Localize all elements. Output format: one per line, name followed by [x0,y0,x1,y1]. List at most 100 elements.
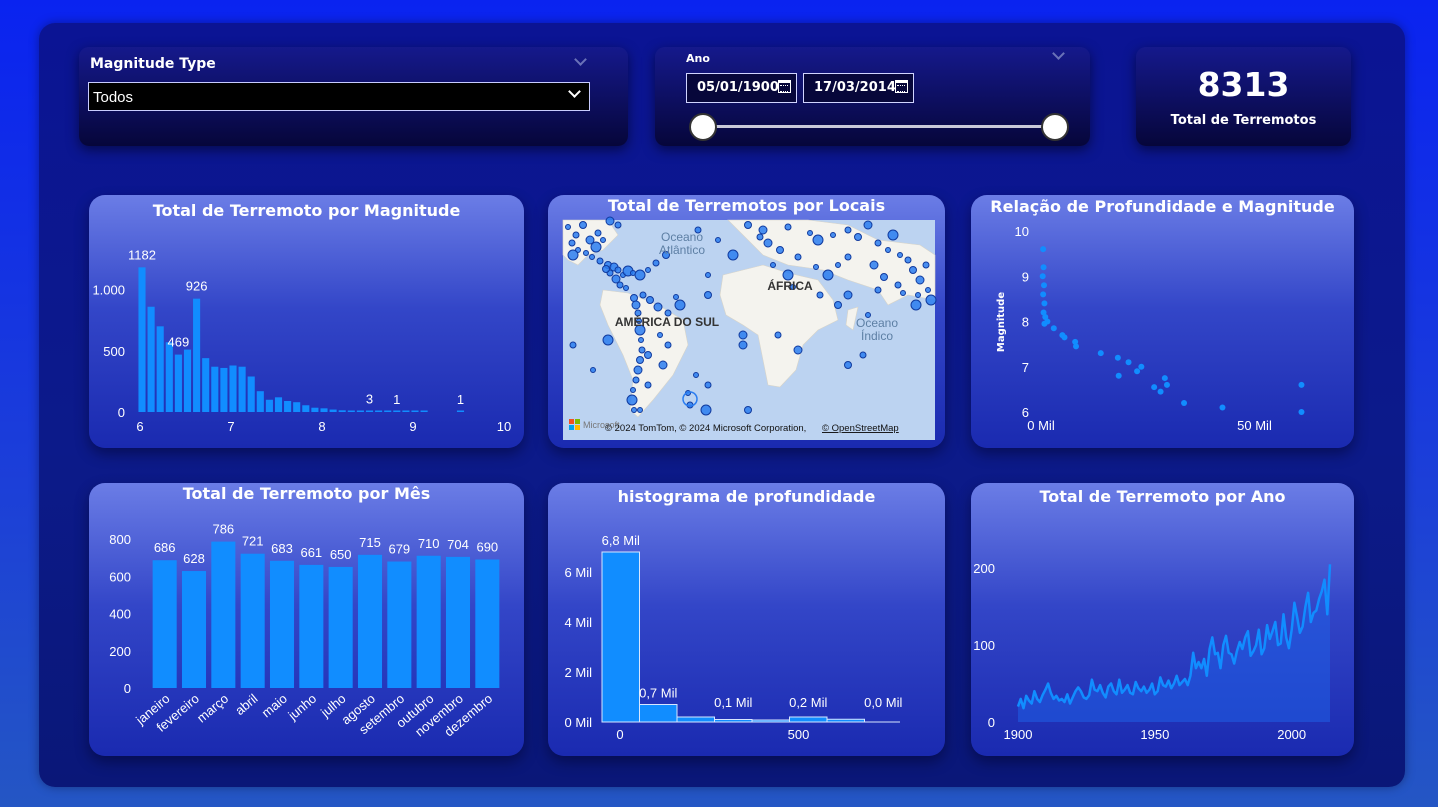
y-tick-label: 200 [973,561,995,576]
data-label: 1 [393,392,400,407]
x-tick-label: 6 [136,419,143,434]
year-area-chart: 0 100 200 1900 1950 2000 [973,561,1332,742]
earthquake-point [694,226,702,234]
magnitude-chart-card: Total de Terremoto por Magnitude 1182 469… [89,195,524,448]
earthquake-point [774,331,782,339]
earthquake-point [644,351,652,359]
earthquake-point [682,391,698,407]
data-label: 469 [168,335,190,350]
map-label-atlantic: Atlântico [659,243,705,257]
earthquake-point [565,224,571,230]
earthquake-point [600,237,606,243]
earthquake-point [673,294,679,300]
month-bar [387,561,412,688]
earthquake-point [874,286,882,294]
data-label: 679 [388,542,410,557]
earthquake-point [630,387,636,393]
range-slider-track[interactable] [703,125,1055,128]
scatter-point [1181,399,1188,406]
month-bar [269,560,295,688]
data-label: 1182 [128,247,156,262]
scatter-chart-card: Relação de Profundidade e Magnitude 6 7 8 9… [971,195,1354,448]
data-label: 721 [242,534,264,549]
earthquake-point [634,324,646,336]
magnitude-bar [320,408,328,412]
earthquake-point [793,345,803,355]
data-label: 650 [330,547,352,562]
data-label: 715 [359,535,381,550]
earthquake-point [634,309,642,317]
collapse-chevron-icon[interactable] [574,53,587,66]
scatter-point [1039,273,1046,280]
y-tick-label: 1.000 [92,283,125,298]
earthquake-point [611,274,621,284]
magnitude-type-slicer: Magnitude Type Todos [79,47,628,146]
y-tick-label: 100 [973,638,995,653]
earthquake-point [744,221,752,229]
data-label: 0,0 Mil [864,695,902,710]
data-label: 710 [418,536,440,551]
earthquake-point [776,246,784,254]
y-tick-label: 400 [109,607,131,622]
map-label-south-america: AMÉRICA DO SUL [615,314,719,329]
x-tick-label: 50 Mil [1237,418,1272,433]
scatter-point [1151,384,1158,391]
start-date-input[interactable]: 05/01/1900 [686,73,797,103]
earthquake-point [816,291,824,299]
kpi-label: Total de Terremotos [1170,113,1317,128]
month-bar [299,564,324,688]
magnitude-bar [347,410,355,412]
end-date-input[interactable]: 17/03/2014 [803,73,914,103]
month-bar [357,554,383,688]
calendar-icon[interactable] [778,80,791,93]
month-bar [211,541,236,688]
earthquake-point [790,284,796,290]
collapse-chevron-icon[interactable] [1052,47,1065,60]
range-slider-end-handle[interactable] [1041,113,1069,141]
x-tick-label: abril [232,691,261,718]
data-label: 926 [186,279,208,294]
microsoft-logo-icon [569,419,574,424]
earthquake-point [631,407,637,413]
map-label-indian: Índico [861,328,893,343]
data-label: 3 [366,392,373,407]
scatter-point [1138,363,1145,370]
magnitude-bar [147,306,155,412]
start-date-value: 05/01/1900 [697,80,779,95]
data-label: 0,7 Mil [639,686,677,701]
chart-title: Total de Terremoto por Ano [1039,487,1286,506]
month-bar [416,555,441,688]
scatter-point [1050,325,1057,332]
scatter-point [1161,375,1168,382]
scatter-point [1219,404,1226,411]
earthquake-point [705,272,711,278]
data-label: 690 [476,539,498,554]
map-landmass [719,264,839,388]
range-slider-start-handle[interactable] [689,113,717,141]
earthquake-point [664,309,672,317]
x-tick-label: 7 [227,419,234,434]
earthquake-point [756,233,764,241]
magnitude-type-dropdown[interactable]: Todos [88,82,590,111]
earthquake-point [822,269,834,281]
histogram-bar [676,716,715,723]
earthquake-point [744,406,752,414]
magnitude-bar [284,400,292,412]
map-attribution-link: © OpenStreetMap [822,423,899,434]
month-chart-card: Total de Terremoto por Mês 686 janeiro 628… [89,483,524,756]
magnitude-bar [247,376,255,412]
histogram-bar [601,551,640,723]
magnitude-type-title: Magnitude Type [90,56,216,72]
y-tick-label: 6 Mil [565,565,593,580]
y-tick-label: 500 [103,344,125,359]
data-label: 683 [271,541,293,556]
dropdown-value: Todos [93,89,134,106]
earthquake-point [900,290,906,296]
y-tick-label: 200 [109,644,131,659]
magnitude-bar [202,358,210,412]
calendar-icon[interactable] [895,80,908,93]
earthquake-point [638,337,644,343]
magnitude-bar [156,326,164,412]
